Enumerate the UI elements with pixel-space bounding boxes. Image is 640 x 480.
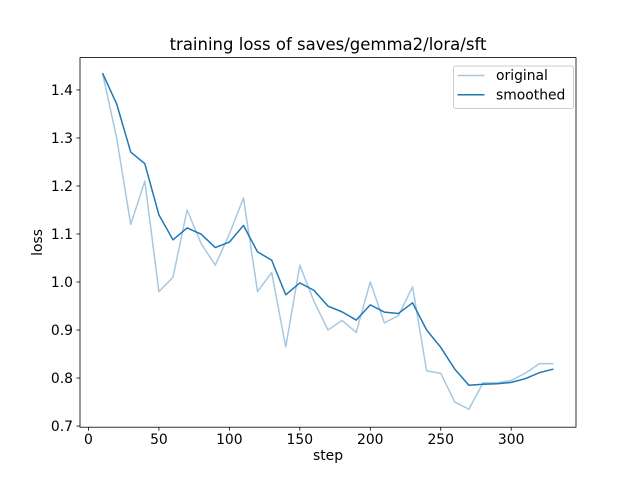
x-tick-label: 200 <box>357 432 384 448</box>
legend-label-smoothed: smoothed <box>496 88 565 104</box>
y-tick-label: 0.8 <box>51 371 73 387</box>
x-tick-label: 50 <box>150 432 168 448</box>
legend-label-original: original <box>496 68 548 84</box>
smoothed-line <box>101 72 554 386</box>
plot-area: 0 50 100 150 200 250 300 0.7 0.8 0.9 1.0 1.1 1.2 1.3 1… <box>51 57 577 448</box>
chart-title: training loss of saves/gemma2/lora/sft <box>170 35 487 54</box>
x-tick-label: 300 <box>498 432 525 448</box>
y-tick-label: 1.1 <box>51 227 73 243</box>
y-tick-label: 0.9 <box>51 323 73 339</box>
x-axis-label: step <box>313 448 343 464</box>
y-tick-label: 1.3 <box>51 131 73 147</box>
y-tick-label: 1.4 <box>51 83 73 99</box>
x-tick-label: 250 <box>427 432 454 448</box>
y-axis-label: loss <box>30 229 46 256</box>
y-tick-label: 1.0 <box>51 275 73 291</box>
legend-box <box>453 65 574 109</box>
legend: original smoothed <box>453 65 574 109</box>
original-line <box>101 73 554 410</box>
x-tick-label: 0 <box>84 432 93 448</box>
x-tick-label: 150 <box>287 432 314 448</box>
y-tick-label: 0.7 <box>51 419 73 435</box>
x-tick-label: 100 <box>216 432 243 448</box>
axes-frame <box>79 57 577 428</box>
y-tick-label: 1.2 <box>51 179 73 195</box>
